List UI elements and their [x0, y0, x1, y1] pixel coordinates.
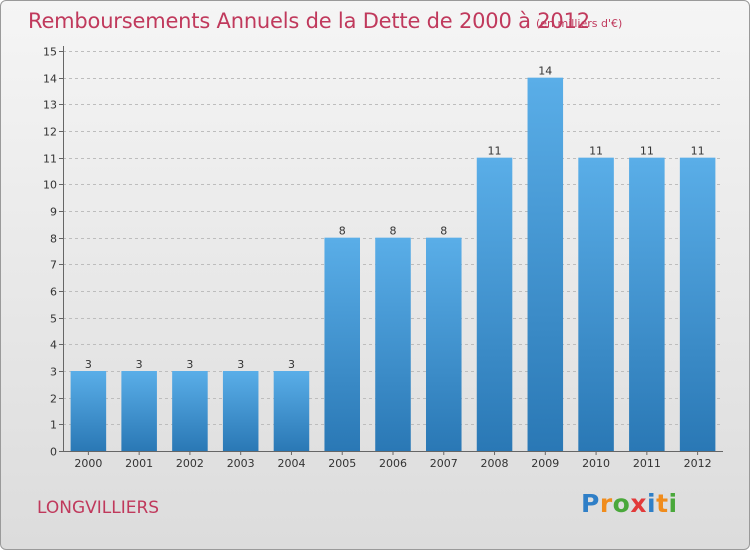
x-tick-label: 2004 — [277, 457, 305, 470]
data-label: 8 — [440, 225, 447, 238]
logo-letter: P — [581, 489, 600, 518]
data-label: 3 — [85, 358, 92, 371]
logo-letter: o — [612, 489, 631, 518]
labels: 0123456789101112131415320003200132002320… — [43, 46, 712, 471]
y-tick-label: 13 — [43, 99, 57, 112]
data-label: 14 — [538, 65, 552, 78]
y-tick-label: 1 — [50, 419, 57, 432]
bar — [70, 371, 107, 451]
bar — [578, 157, 614, 451]
logo-letter: r — [599, 489, 613, 518]
bar — [426, 237, 462, 451]
x-tick-label: 2008 — [481, 457, 509, 470]
data-label: 3 — [288, 358, 295, 371]
x-tick-label: 2001 — [125, 457, 153, 470]
x-tick-label: 2009 — [531, 457, 559, 470]
y-tick-label: 14 — [43, 73, 57, 86]
x-tick-label: 2003 — [227, 457, 255, 470]
x-tick-label: 2002 — [176, 457, 204, 470]
y-tick-label: 5 — [50, 313, 57, 326]
data-label: 11 — [640, 145, 654, 158]
bar — [222, 371, 259, 451]
y-tick-label: 11 — [43, 153, 57, 166]
chart-subtitle: (en milliers d'€) — [536, 17, 623, 30]
data-label: 3 — [237, 358, 244, 371]
x-tick-label: 2000 — [74, 457, 102, 470]
x-tick-label: 2006 — [379, 457, 407, 470]
y-tick-label: 0 — [50, 446, 57, 459]
y-tick-label: 2 — [50, 393, 57, 406]
y-tick-label: 15 — [43, 46, 57, 59]
data-label: 11 — [589, 145, 603, 158]
x-tick-label: 2005 — [328, 457, 356, 470]
bar — [121, 371, 157, 451]
y-tick-label: 7 — [50, 259, 57, 272]
x-tick-label: 2010 — [582, 457, 610, 470]
y-tick-label: 12 — [43, 126, 57, 139]
proxiti-logo: Proxiti — [581, 489, 678, 518]
commune-name: LONGVILLIERS — [37, 498, 160, 518]
x-tick-label: 2007 — [430, 457, 458, 470]
bar — [375, 237, 411, 451]
data-label: 11 — [691, 145, 705, 158]
bar — [679, 157, 716, 451]
logo-letter: i — [668, 489, 678, 518]
chart-title: Remboursements Annuels de la Dette de 20… — [28, 9, 590, 33]
bars — [70, 77, 716, 452]
data-label: 3 — [186, 358, 193, 371]
logo-letter: t — [656, 489, 669, 518]
x-tick-label: 2011 — [633, 457, 661, 470]
bar — [273, 371, 310, 451]
x-tick-label: 2012 — [684, 457, 712, 470]
data-label: 8 — [339, 225, 346, 238]
y-tick-label: 10 — [43, 179, 57, 192]
y-tick-label: 3 — [50, 366, 57, 379]
y-tick-label: 9 — [50, 206, 57, 219]
bar — [172, 371, 208, 451]
bar — [629, 157, 665, 451]
y-tick-label: 6 — [50, 286, 57, 299]
bar — [527, 77, 564, 452]
y-tick-label: 8 — [50, 233, 57, 246]
logo-letter: i — [647, 489, 657, 518]
logo-letter: x — [630, 489, 647, 518]
data-label: 11 — [488, 145, 502, 158]
y-tick-label: 4 — [50, 339, 57, 352]
axes — [59, 46, 723, 455]
bar — [324, 237, 360, 451]
bar — [476, 157, 513, 451]
data-label: 8 — [390, 225, 397, 238]
data-label: 3 — [136, 358, 143, 371]
